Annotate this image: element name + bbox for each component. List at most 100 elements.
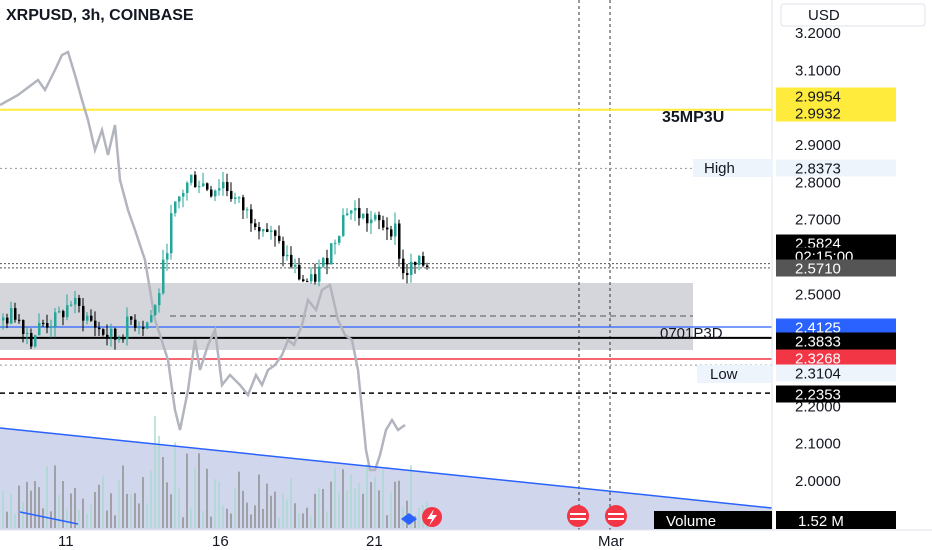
volume-bar — [198, 453, 200, 528]
volume-bar — [110, 493, 112, 528]
volume-bar — [342, 469, 344, 528]
volume-bar — [50, 511, 52, 528]
volume-bar — [270, 495, 272, 528]
price-tick: 2.8000 — [795, 174, 841, 191]
volume-bar — [114, 515, 116, 528]
us-flag-icon-2[interactable] — [605, 505, 627, 527]
overlay-line — [0, 50, 406, 472]
candle-body — [190, 174, 193, 183]
candle-body — [58, 311, 61, 313]
volume-bar — [410, 465, 412, 528]
candle-body — [74, 297, 77, 305]
volume-bar — [18, 485, 20, 528]
volume-bar — [166, 482, 168, 528]
candle-body — [266, 229, 269, 232]
volume-bar — [130, 493, 132, 528]
price-badge-text-fib-lower: 2.9932 — [795, 106, 841, 123]
price-badge-fib-lower — [776, 104, 896, 122]
diamond-marker[interactable] — [401, 513, 417, 525]
candle-body — [202, 183, 205, 187]
candle-body — [390, 229, 393, 237]
candle-body — [310, 274, 313, 282]
volume-bar — [42, 508, 44, 528]
candle-body — [198, 186, 201, 188]
volume-bar — [406, 500, 408, 528]
volume-bar — [306, 507, 308, 528]
price-tick: 2.2000 — [795, 398, 841, 415]
volume-bar — [178, 488, 180, 528]
volume-bar — [58, 494, 60, 528]
volume-bar — [250, 514, 252, 528]
candle-body — [186, 182, 189, 193]
volume-bar — [38, 487, 40, 528]
volume-bar — [134, 493, 136, 528]
volume-legend-box — [654, 511, 772, 529]
volume-bar — [350, 474, 352, 528]
candle-body — [354, 207, 357, 211]
candle-body — [178, 196, 181, 202]
volume-bar — [226, 508, 228, 528]
price-badge-fib-upper — [776, 87, 896, 105]
volume-bar — [190, 508, 192, 528]
candle-body — [286, 254, 289, 257]
volume-bar — [246, 502, 248, 528]
volume-bar — [6, 511, 8, 528]
volume-bar — [294, 503, 296, 528]
volume-bar — [186, 453, 188, 528]
volume-bar — [106, 510, 108, 528]
candle-body — [422, 256, 425, 266]
candle-body — [54, 312, 57, 327]
volume-bar — [54, 465, 56, 528]
time-tick-11: 11 — [58, 533, 74, 550]
us-flag-icon[interactable] — [567, 505, 589, 527]
volume-bar — [370, 482, 372, 528]
candle-body — [214, 190, 217, 197]
candle-body — [150, 315, 153, 323]
volume-bar — [382, 469, 384, 528]
trendline — [0, 427, 773, 509]
currency-button[interactable] — [780, 3, 926, 27]
candle-body — [382, 220, 385, 228]
volume-bar — [122, 465, 124, 528]
candle-body — [366, 213, 369, 224]
candle-body — [210, 189, 213, 197]
volume-bar — [174, 442, 176, 528]
volume-bar — [94, 492, 96, 528]
price-badge-text-low: 2.3104 — [795, 366, 841, 383]
volume-bar — [258, 474, 260, 528]
candle-body — [42, 322, 45, 324]
candle-body — [318, 266, 321, 282]
volume-bar — [218, 481, 220, 528]
candle-body — [250, 209, 253, 224]
candle-body — [86, 315, 89, 321]
price-tick: 3.2000 — [795, 25, 841, 42]
volume-bar — [346, 490, 348, 528]
candle-body — [78, 297, 81, 306]
volume-bar — [78, 509, 80, 528]
volume-bar — [354, 488, 356, 528]
price-tick: 2.5000 — [795, 286, 841, 303]
volume-bar — [298, 513, 300, 528]
volume-bar — [202, 511, 204, 528]
candle-body — [330, 243, 333, 265]
volume-bar — [158, 435, 160, 528]
black-line-label: 0701P3D — [660, 325, 723, 342]
candle-body — [82, 305, 85, 321]
candle-body — [50, 326, 53, 328]
price-ticks: 3.2000 3.1000 2.9000 2.8000 2.7000 2.5000 2.20… — [795, 25, 841, 490]
price-badge-text-dashed-level: 2.2353 — [795, 387, 841, 404]
candle-body — [18, 319, 21, 321]
candle-body — [158, 293, 161, 306]
price-badge-red-level — [776, 349, 896, 367]
volume-bar — [34, 481, 36, 528]
volume-bar — [62, 481, 64, 528]
volume-bar — [362, 493, 364, 528]
volume-bar — [278, 517, 280, 528]
time-axis[interactable] — [0, 530, 932, 550]
volume-bar — [286, 499, 288, 528]
candle-body — [6, 317, 9, 324]
candle-body — [154, 305, 157, 316]
volume-bar — [138, 503, 140, 528]
candle-body — [66, 305, 69, 318]
